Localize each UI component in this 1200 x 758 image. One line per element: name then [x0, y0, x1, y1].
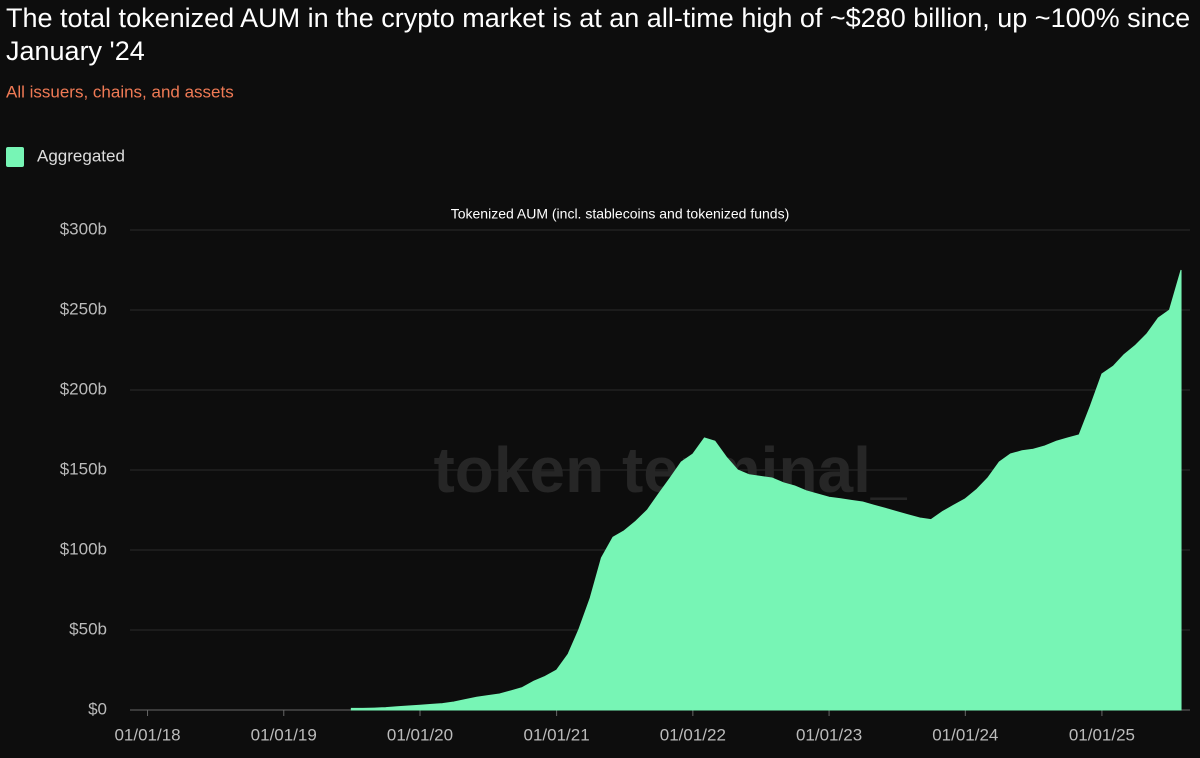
x-tick-label: 01/01/18 — [114, 725, 180, 744]
chart-title: The total tokenized AUM in the crypto ma… — [6, 3, 1191, 66]
x-tick-label: 01/01/24 — [932, 725, 998, 744]
x-tick-label: 01/01/20 — [387, 725, 453, 744]
x-tick-label: 01/01/22 — [660, 725, 726, 744]
subtitle: All issuers, chains, and assets — [6, 82, 234, 101]
y-tick-label: $0 — [88, 699, 107, 718]
plot-title: Tokenized AUM (incl. stablecoins and tok… — [451, 206, 790, 222]
y-tick-label: $150b — [60, 459, 107, 478]
area — [350, 269, 1182, 711]
x-tick-label: 01/01/23 — [796, 725, 862, 744]
legend-label: Aggregated — [37, 146, 125, 165]
y-tick-label: $50b — [69, 619, 107, 638]
title-box: The total tokenized AUM in the crypto ma… — [6, 3, 1191, 66]
y-tick-label: $250b — [60, 299, 107, 318]
x-tick-label: 01/01/21 — [524, 725, 590, 744]
x-tick-label: 01/01/19 — [251, 725, 317, 744]
y-tick-label: $300b — [60, 219, 107, 238]
y-tick-label: $200b — [60, 379, 107, 398]
x-tick-label: 01/01/25 — [1069, 725, 1135, 744]
y-tick-label: $100b — [60, 539, 107, 558]
legend-swatch — [6, 147, 24, 167]
